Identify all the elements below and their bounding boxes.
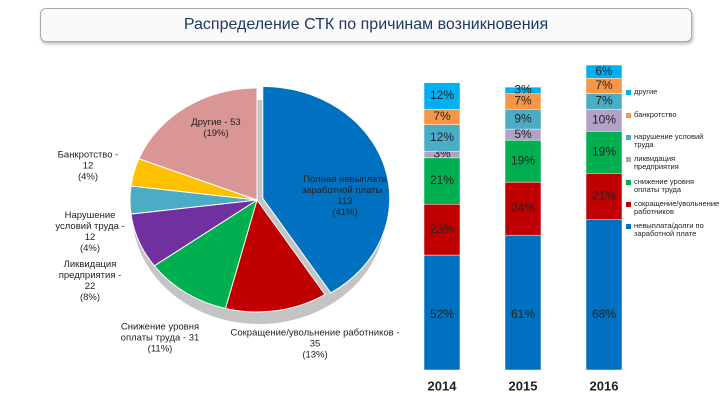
pie-label-value: (19%) (203, 128, 229, 139)
legend-entry: банкротство (634, 111, 720, 119)
legend-label: снижение уровня оплаты труда (634, 177, 695, 194)
pie-label-name: Нарушение условий труда - 12 (55, 210, 125, 243)
bar-value-label: 9% (514, 111, 532, 125)
pie-label-name: Сокращение/увольнение работников - 35 (230, 327, 400, 350)
bar-segment (423, 254, 461, 371)
bar-value-label: 7% (595, 94, 613, 108)
bar-value-label: 7% (514, 94, 532, 108)
legend-swatch (626, 90, 631, 95)
slide-title: Распределение СТК по причинам возникнове… (40, 8, 692, 42)
bar-value-label: 21% (592, 189, 616, 203)
legend-entry: нарушение условий труда (634, 133, 720, 149)
bar-value-label: 12% (430, 130, 454, 144)
legend-swatch (626, 135, 631, 140)
bar-value-label: 61% (511, 307, 535, 321)
bar-segment (504, 86, 542, 94)
bar-value-label: 6% (595, 64, 613, 78)
bar-segment (585, 131, 623, 174)
bar-value-label: 21% (430, 173, 454, 187)
pie-label: Сокращение/увольнение работников - 35 (13… (230, 328, 400, 361)
legend-label: нарушение условий труда (634, 132, 704, 149)
bar-value-label: 12% (430, 88, 454, 102)
bar-segment (423, 82, 461, 110)
pie-label-value: (8%) (79, 292, 101, 303)
legend-entry: снижение уровня оплаты труда (634, 178, 720, 194)
pie-label-value: (4%) (77, 171, 99, 183)
legend-swatch (626, 224, 631, 229)
bar-value-label: 52% (430, 307, 454, 321)
pie-label-name: Другие - 53 (191, 117, 241, 128)
pie-slice (262, 85, 391, 294)
bar-value-label: 5% (514, 127, 532, 141)
legend-swatch (626, 113, 631, 118)
bar-value-label: 7% (433, 109, 451, 123)
bar-value-label: 24% (511, 201, 535, 215)
legend-swatch (626, 157, 631, 162)
legend-label: невыплата/долги по заработной плате (634, 221, 704, 238)
pie-label-value: (4%) (79, 243, 101, 254)
bar-value-label: 68% (592, 307, 616, 321)
bar-segment (585, 64, 623, 79)
legend-entry: ликвидация предприятия (634, 155, 720, 171)
legend-swatch (626, 180, 631, 185)
pie-label-name: Банкротство - 12 (57, 149, 119, 172)
pie-label-name: Ликвидация предприятия - 22 (58, 259, 122, 292)
legend-label: другие (634, 87, 658, 96)
bar-segment (585, 173, 623, 220)
pie-label: Нарушение условий труда - 12 (4%) (55, 210, 125, 254)
x-tick-label: 2015 (509, 378, 538, 393)
bar-segment (504, 234, 542, 371)
pie-label-name: Снижение уровня оплаты труда - 31 (120, 321, 200, 344)
legend-entry: сокращение/увольнение работников (634, 200, 720, 216)
pie-label: Полная невыплата заработной платы - 113(… (300, 174, 390, 218)
bar-value-label: 10% (592, 112, 616, 126)
pie-slice (138, 87, 258, 201)
bar-segment (585, 219, 623, 371)
pie-label: Банкротство - 12 (4%) (53, 150, 123, 183)
legend-entry: другие (634, 88, 720, 96)
bar-value-label: 19% (592, 144, 616, 158)
legend-label: сокращение/увольнение работников (634, 199, 720, 216)
bar-segment (423, 124, 461, 152)
x-tick-label: 2014 (428, 378, 458, 393)
pie-slice (224, 198, 326, 313)
pie-label-value: (13%) (302, 349, 328, 361)
pie-label-name: Полная невыплата заработной платы - 113 (301, 174, 389, 207)
pie-label-value: (11%) (147, 343, 173, 355)
pie-label-value: (41%) (332, 207, 358, 218)
bar-value-label: 23% (430, 222, 454, 236)
legend-label: ликвидация предприятия (634, 154, 679, 171)
bar-value-label: 19% (511, 153, 535, 167)
legend-entry: невыплата/долги по заработной плате (634, 222, 720, 238)
pie-label: Снижение уровня оплаты труда - 31 (11%) (120, 322, 200, 355)
legend-swatch (626, 202, 631, 207)
x-tick-label: 2016 (590, 378, 619, 393)
bar-segment (504, 181, 542, 236)
bar-value-label: 7% (595, 78, 613, 92)
legend-label: банкротство (634, 110, 677, 119)
bar-segment (423, 157, 461, 205)
pie-slice (153, 198, 258, 310)
pie-label: Ликвидация предприятия - 22 (8%) (55, 259, 125, 303)
bar-value-label: 3% (514, 83, 532, 97)
bar-segment (423, 203, 461, 256)
pie-label: Другие - 53 (19%) (166, 117, 266, 139)
bar-segment (504, 139, 542, 183)
